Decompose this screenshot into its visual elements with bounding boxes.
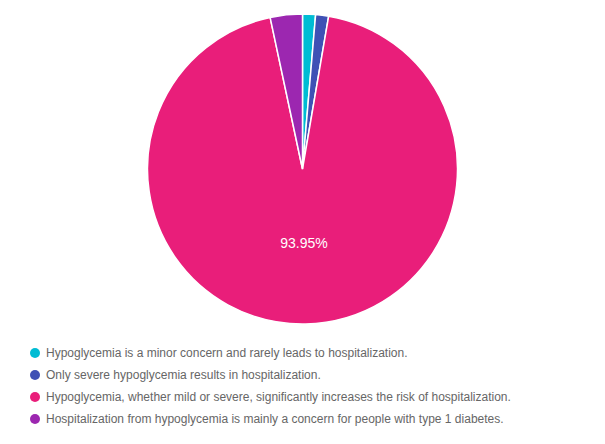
legend-item: Hypoglycemia is a minor concern and rare… bbox=[30, 346, 408, 360]
legend-item: Hypoglycemia, whether mild or severe, si… bbox=[30, 390, 511, 404]
legend: Hypoglycemia is a minor concern and rare… bbox=[30, 346, 511, 426]
pie bbox=[148, 14, 458, 324]
legend-label: Hospitalization from hypoglycemia is mai… bbox=[46, 412, 504, 426]
chart: 93.95% Hypoglycemia is a minor concern an… bbox=[0, 0, 605, 444]
legend-item: Only severe hypoglycemia results in hosp… bbox=[30, 368, 321, 382]
legend-label: Hypoglycemia, whether mild or severe, si… bbox=[46, 390, 511, 404]
legend-label: Hypoglycemia is a minor concern and rare… bbox=[46, 346, 408, 360]
data-labels: 93.95% bbox=[280, 235, 327, 251]
legend-item: Hospitalization from hypoglycemia is mai… bbox=[30, 412, 504, 426]
legend-swatch bbox=[30, 370, 40, 380]
legend-swatch bbox=[30, 392, 40, 402]
legend-swatch bbox=[30, 348, 40, 358]
legend-label: Only severe hypoglycemia results in hosp… bbox=[46, 368, 321, 382]
legend-swatch bbox=[30, 414, 40, 424]
pie-slice bbox=[270, 14, 302, 169]
data-label: 93.95% bbox=[280, 235, 327, 251]
